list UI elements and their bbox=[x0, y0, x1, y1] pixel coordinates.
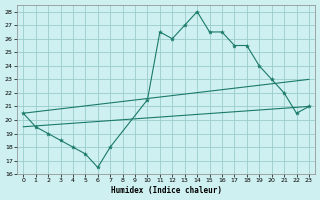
X-axis label: Humidex (Indice chaleur): Humidex (Indice chaleur) bbox=[111, 186, 221, 195]
